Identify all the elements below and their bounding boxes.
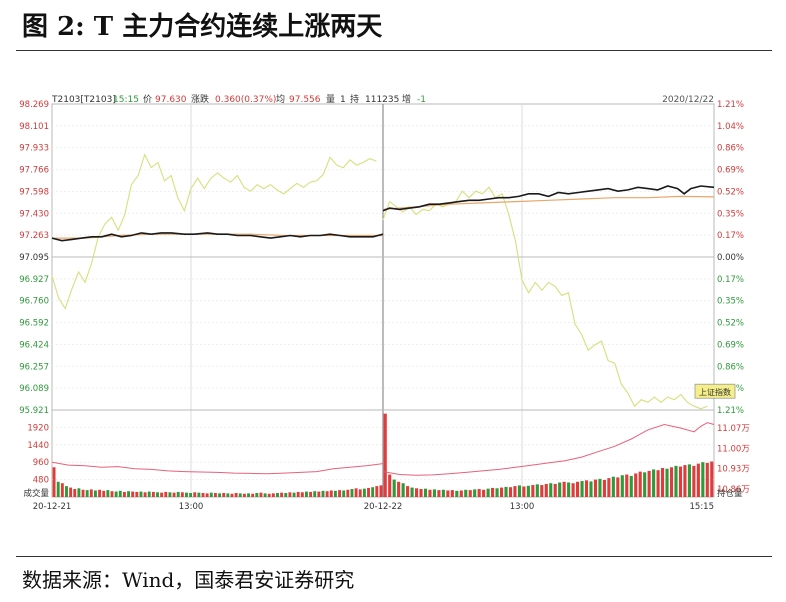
volume-tick-label: 1440 (27, 441, 49, 451)
volume-tick-label: 960 (33, 458, 49, 468)
pct-tick-label: 0.17% (717, 275, 744, 285)
header-price-label: 价 (143, 94, 152, 105)
index-label: 上证指数 (699, 387, 731, 397)
price-tick-label: 98.269 (19, 100, 49, 110)
price-tick-label: 96.089 (19, 384, 49, 394)
series-index-line (382, 186, 708, 410)
oi-tick-label: 11.07万 (717, 424, 750, 434)
price-tick-label: 97.598 (19, 187, 49, 197)
header-change: 0.360(0.37%) (215, 95, 276, 105)
price-tick-label: 96.760 (19, 297, 49, 307)
price-tick-label: 95.921 (19, 406, 49, 416)
price-tick-label: 96.257 (19, 362, 49, 372)
header-oi-change: -1 (417, 95, 426, 105)
header-volume: 1 (340, 95, 346, 105)
oi-axis-label: 持仓量 (717, 488, 743, 499)
price-tick-label: 97.263 (19, 231, 49, 241)
price-tick-label: 96.592 (19, 319, 49, 329)
price-tick-label: 97.766 (19, 166, 49, 176)
pct-tick-label: 1.04% (717, 122, 744, 132)
price-tick-label: 96.927 (19, 275, 49, 285)
x-tick-label: 13:00 (510, 502, 535, 512)
header-avg-label: 均 (276, 93, 285, 105)
volume-tick-label: 1920 (27, 423, 49, 433)
pct-tick-label: 0.52% (717, 319, 744, 329)
x-tick-label: 15:15 (690, 502, 715, 512)
pct-tick-label: 0.52% (717, 187, 744, 197)
open-interest-line (382, 422, 715, 476)
x-tick-label: 13:00 (179, 502, 204, 512)
header-oi: 111235 (365, 95, 399, 105)
open-interest-line (51, 461, 384, 475)
pct-tick-label: 0.69% (717, 340, 744, 350)
header-price: 97.630 (155, 95, 187, 105)
pct-tick-label: 0.86% (717, 144, 744, 154)
figure-title: 图 2: T 主力合约连续上涨两天 (22, 12, 383, 42)
header-avg: 97.556 (289, 95, 321, 105)
header-time: 15:15 (113, 95, 139, 105)
series-price-line (382, 185, 715, 212)
plot-layer: 98.269 1.21% 98.101 1.04% 97.933 0.86% 97.766 0… (19, 100, 750, 512)
pct-tick-label: 0.86% (717, 362, 744, 372)
source-note: 数据来源：Wind，国泰君安证券研究 (22, 568, 355, 592)
index-label-box (694, 383, 736, 399)
oi-tick-label: 11.00万 (717, 444, 750, 454)
pct-tick-label: 0.35% (717, 297, 744, 307)
oi-tick-label: 10.86万 (717, 485, 750, 495)
series-price-line (51, 232, 384, 242)
pct-tick-label: 0.17% (717, 231, 744, 241)
pct-tick-label: 1.21% (717, 406, 744, 416)
top-rule (16, 50, 772, 51)
pct-tick-label: 1.21% (717, 100, 744, 110)
volume-axis-label: 成交量 (23, 488, 49, 499)
x-tick-label: 20-12-21 (33, 502, 72, 512)
header-date: 2020/12/22 (662, 95, 714, 105)
price-tick-label: 97.095 (19, 253, 49, 263)
header-change-label: 涨跌 (191, 94, 209, 105)
volume-tick-label: 480 (33, 476, 49, 486)
price-tick-label: 97.933 (19, 144, 49, 154)
pct-tick-label: 0.35% (717, 209, 744, 219)
pct-tick-label: 0.00% (717, 253, 744, 263)
price-tick-label: 98.101 (19, 122, 49, 132)
series-avg-line (382, 195, 715, 210)
header-oi-label: 持 (350, 93, 359, 105)
price-tick-label: 97.430 (19, 209, 49, 219)
pct-tick-label: 0.69% (717, 166, 744, 176)
oi-tick-label: 10.93万 (717, 465, 750, 475)
header-oi-change-label: 增 (402, 93, 411, 105)
bottom-rule (16, 556, 772, 557)
x-tick-label: 20-12-22 (364, 502, 403, 512)
header-volume-label: 量 (326, 94, 335, 105)
series-index-line (51, 153, 377, 310)
price-tick-label: 96.424 (19, 340, 49, 350)
header-symbol: T2103[T2103] (51, 95, 116, 105)
